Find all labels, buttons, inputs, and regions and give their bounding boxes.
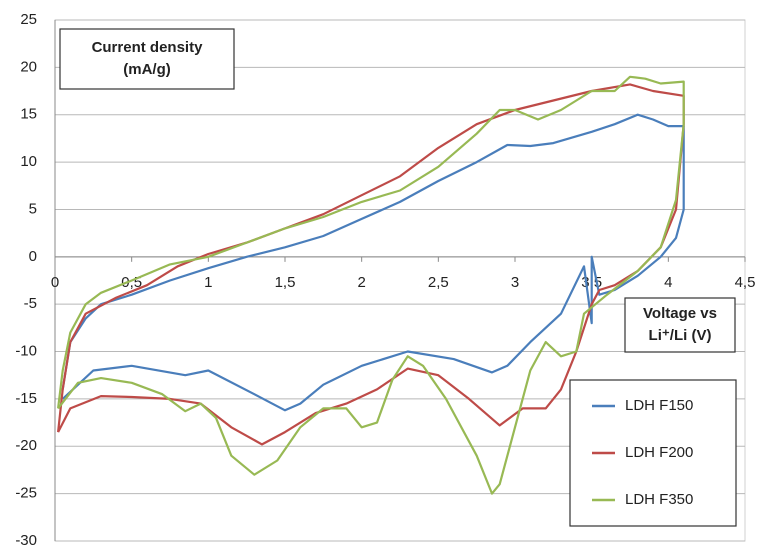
x-tick-label: 2,5 [428,274,449,291]
y-tick-label: -15 [15,390,37,407]
series-line [57,75,685,495]
series-line [61,113,685,412]
y-tick-label: 25 [20,11,37,28]
y-tick-label: -30 [15,532,37,549]
y-tick-label: -25 [15,485,37,502]
x-tick-label: 2 [357,274,365,291]
xlabel-box [624,297,736,353]
x-tick-label: 3 [511,274,519,291]
x-tick-label: 1 [204,274,212,291]
x-tick-label: 4,5 [735,274,756,291]
y-tick-label: 0 [29,248,37,265]
legend-label: LDH F200 [625,444,693,461]
y-tick-label: 15 [20,106,37,123]
y-tick-label: -10 [15,343,37,360]
ylabel-box [59,28,235,90]
x-axis-label: Voltage vs [643,305,717,322]
x-tick-label: 4 [664,274,672,291]
y-tick-label: 20 [20,58,37,75]
legend-label: LDH F150 [625,397,693,414]
x-tick-label: 1,5 [275,274,296,291]
y-axis-label: Current density [92,39,204,56]
y-tick-label: 5 [29,200,37,217]
y-tick-label: -5 [24,295,37,312]
y-tick-label: 10 [20,153,37,170]
x-tick-label: 0 [51,274,59,291]
y-axis-label: (mA/g) [123,61,171,78]
y-tick-label: -20 [15,437,37,454]
legend-label: LDH F350 [625,491,693,508]
x-axis-label: Li⁺/Li (V) [649,327,712,344]
